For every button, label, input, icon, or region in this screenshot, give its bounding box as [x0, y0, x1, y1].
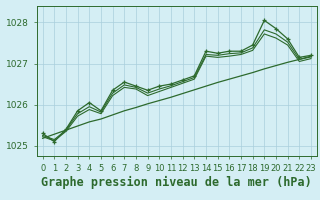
X-axis label: Graphe pression niveau de la mer (hPa): Graphe pression niveau de la mer (hPa): [41, 175, 312, 189]
